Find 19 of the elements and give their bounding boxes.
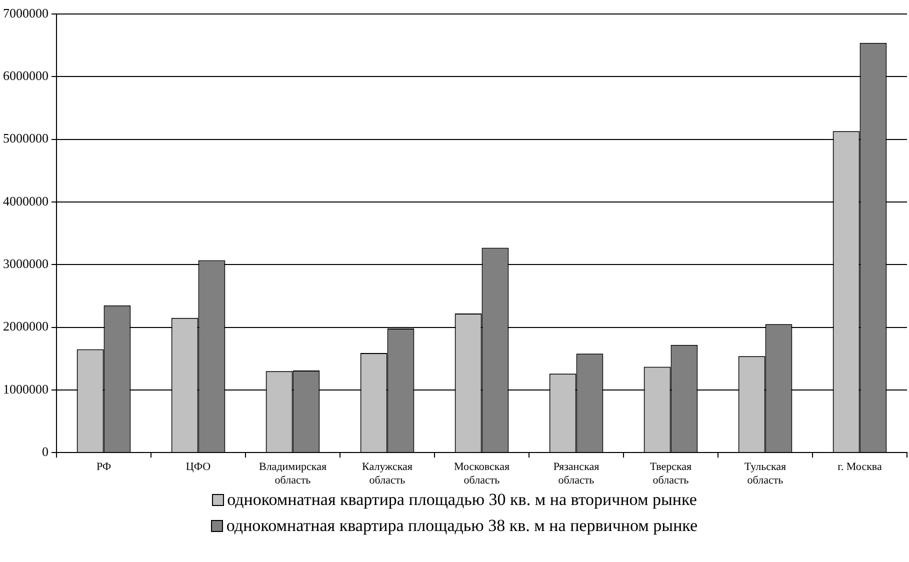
y-tick-label: 1000000 <box>3 381 48 396</box>
legend-label: однокомнатная квартира площадью 38 кв. м на первичном рынке <box>226 516 698 536</box>
y-tick-label: 4000000 <box>3 193 48 208</box>
x-tick-label: ЦФО <box>186 461 211 474</box>
x-tick-label: Московская область <box>454 461 510 486</box>
x-tick-label: РФ <box>96 461 112 474</box>
x-tick-label: г. Москва <box>838 461 882 474</box>
y-tick-label: 2000000 <box>3 318 48 334</box>
y-tick-label: 3000000 <box>3 256 48 272</box>
x-tick-label: Калужская область <box>362 461 412 486</box>
legend-label: однокомнатная квартира площадью 30 кв. м на вторичном рынке <box>227 490 697 510</box>
x-tick-label: Владимирская область <box>258 461 327 486</box>
y-tick-label: 0 <box>42 444 48 460</box>
y-tick-label: 7000000 <box>3 5 48 20</box>
y-tick-label: 5000000 <box>3 130 48 146</box>
y-tick-label: 6000000 <box>3 68 48 84</box>
x-tick-label: Тверская область <box>650 461 692 486</box>
x-tick-label: Тульская область <box>744 461 786 486</box>
x-tick-label: Рязанская область <box>553 461 600 486</box>
